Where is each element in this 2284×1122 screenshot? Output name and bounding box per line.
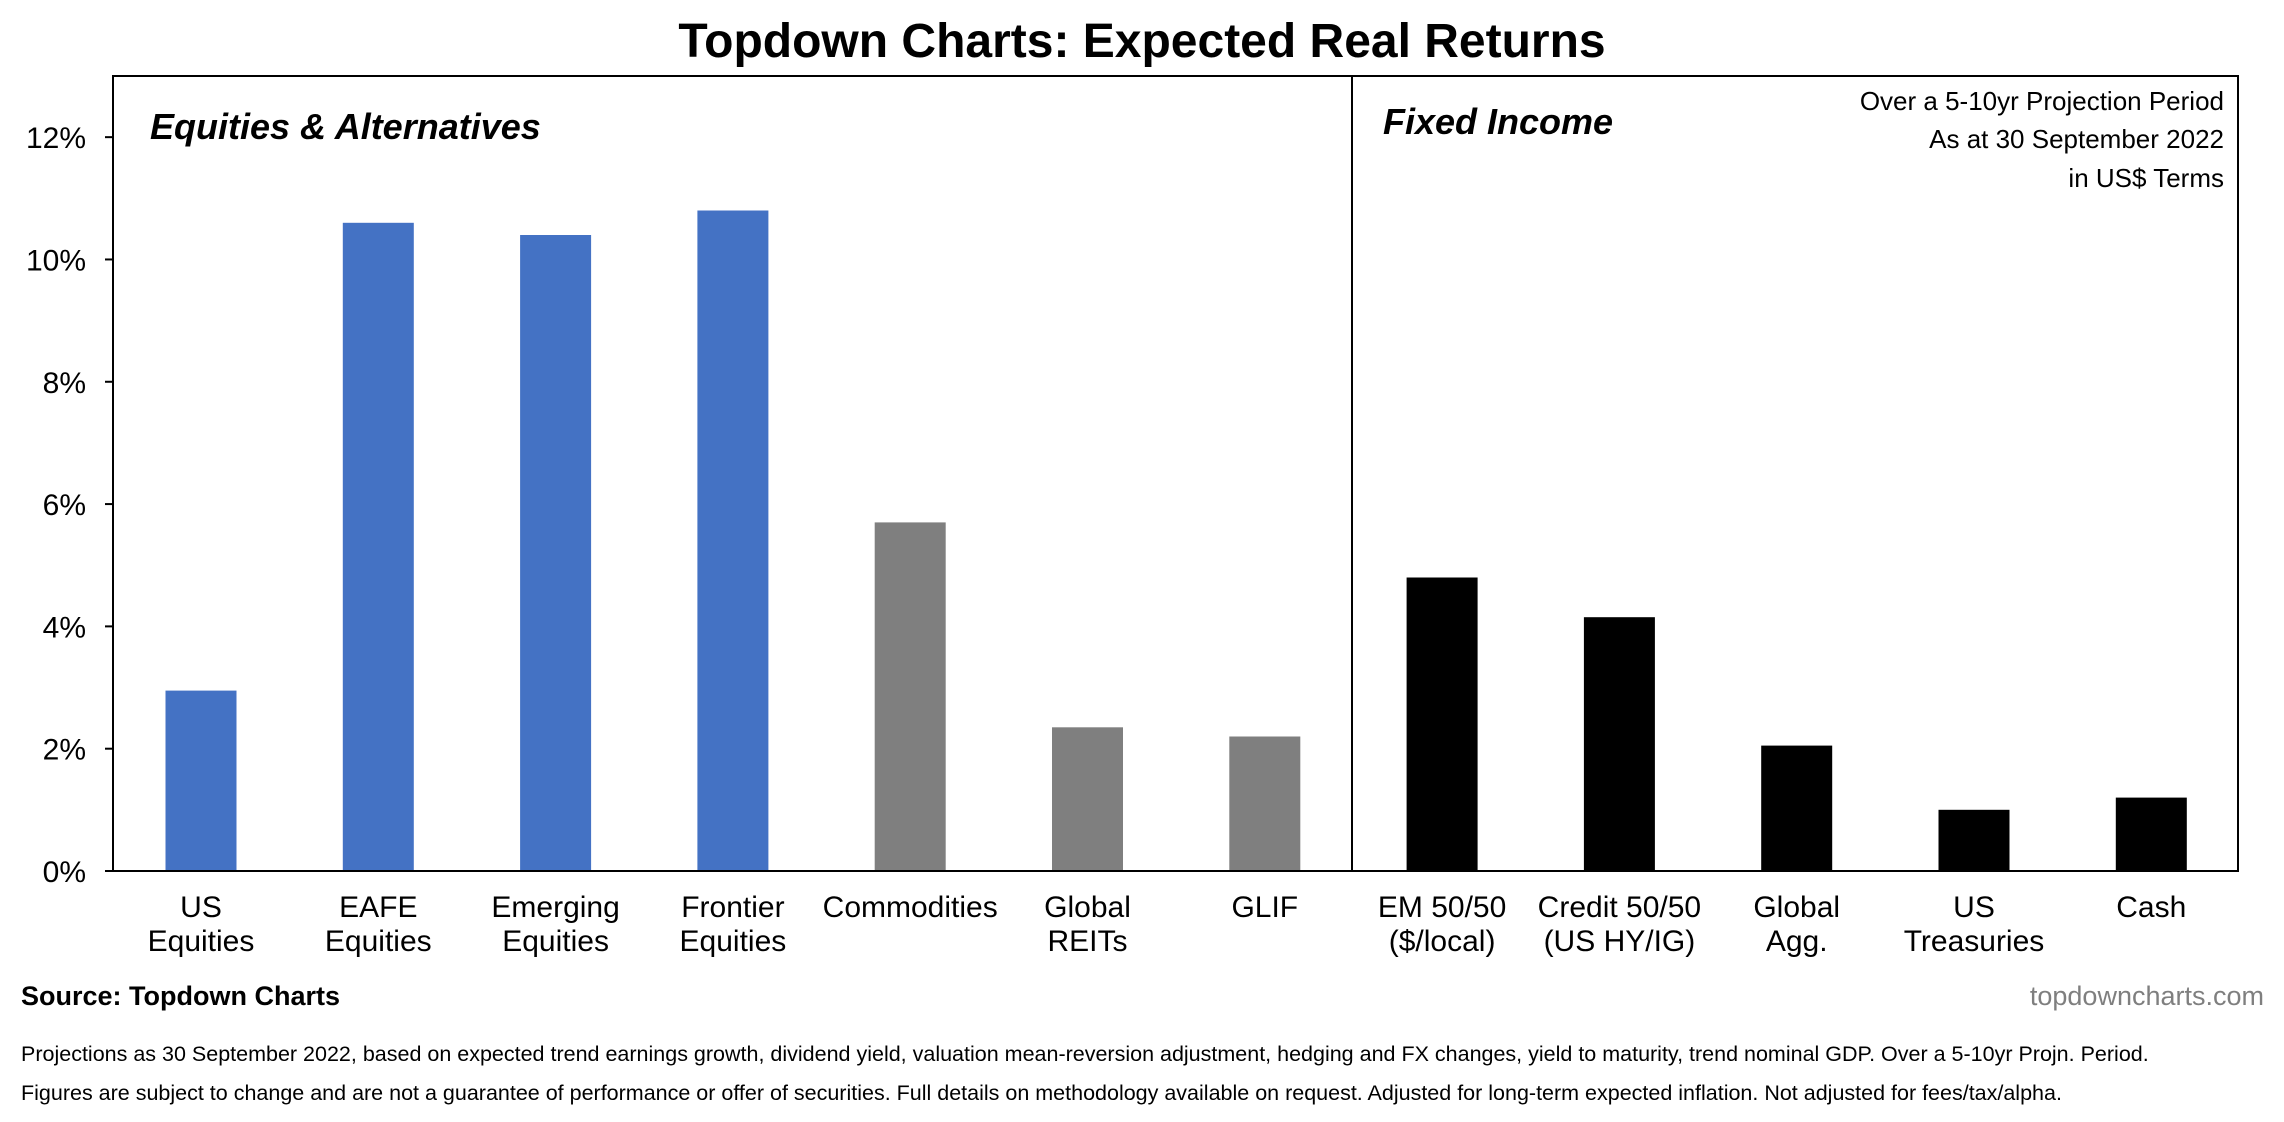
x-tick-label-line: US [1953,891,1995,924]
y-tick-label: 12% [26,122,86,155]
y-tick-label: 6% [43,489,86,522]
page-title: Topdown Charts: Expected Real Returns [678,15,1606,68]
x-tick-label-line: Equities [325,925,432,958]
x-tick-label-line: ($/local) [1389,925,1496,958]
x-tick-label-2: Emerging Equities [491,891,619,958]
y-tick-label: 10% [26,245,86,278]
y-tick-label: 0% [43,856,86,889]
x-tick-label-10: US Treasuries [1904,891,2045,958]
x-tick-label-line: Equities [502,925,609,958]
x-tick-label-line: EAFE [339,891,417,924]
bars-layer [165,210,2187,872]
bar-6 [1229,736,1301,871]
bar-10 [1938,809,2010,871]
footnote-line-1: Projections as 30 September 2022, based … [21,1042,2149,1066]
y-axis: 0% 2% 4% 6% 8% 10% 12% [26,122,113,889]
annotation-line-1: Over a 5-10yr Projection Period [1860,86,2224,116]
x-tick-label-4: Commodities [823,891,998,924]
annotation-line-3: in US$ Terms [2068,163,2224,193]
x-tick-label-5: Global REITs [1044,891,1131,958]
x-tick-label-line: Frontier [681,891,784,924]
x-tick-label-line: Global [1753,891,1840,924]
source-label: Source: Topdown Charts [21,981,341,1011]
x-tick-label-line: Commodities [823,891,998,924]
x-tick-label-line: EM 50/50 [1378,891,1506,924]
y-tick-label: 2% [43,734,86,767]
x-tick-label-line: Equities [680,925,787,958]
bar-7 [1406,577,1478,871]
x-tick-label-line: Global [1044,891,1131,924]
x-tick-label-7: EM 50/50 ($/local) [1378,891,1506,958]
bar-0 [165,690,237,871]
x-tick-label-line: Treasuries [1904,925,2045,958]
x-tick-label-line: US [180,891,222,924]
x-tick-label-line: Emerging [491,891,619,924]
x-tick-label-1: EAFE Equities [325,891,432,958]
website-label: topdowncharts.com [2029,981,2264,1011]
x-tick-label-8: Credit 50/50 (US HY/IG) [1538,891,1701,958]
y-tick-label: 8% [43,367,86,400]
footnote-line-2: Figures are subject to change and are no… [21,1081,2062,1105]
x-tick-label-line: GLIF [1231,891,1298,924]
x-tick-label-line: REITs [1047,925,1127,958]
x-tick-label-line: (US HY/IG) [1544,925,1696,958]
x-tick-label-0: US Equities [148,891,255,958]
x-tick-label-9: Global Agg. [1753,891,1840,958]
x-tick-label-line: Credit 50/50 [1538,891,1701,924]
bar-5 [1052,727,1123,871]
y-tick-label: 4% [43,611,86,644]
x-tick-label-11: Cash [2116,891,2186,924]
x-tick-label-line: Equities [148,925,255,958]
annotation-line-2: As at 30 September 2022 [1929,124,2224,154]
x-tick-label-line: Cash [2116,891,2186,924]
left-panel-title: Equities & Alternatives [150,106,541,147]
x-tick-label-3: Frontier Equities [680,891,787,958]
plot-frame [112,75,2239,872]
bar-4 [874,522,946,871]
bar-2 [520,235,592,871]
bar-11 [2115,797,2187,871]
x-tick-label-6: GLIF [1231,891,1298,924]
bar-1 [342,222,414,872]
x-tick-label-line: Agg. [1766,925,1828,958]
bar-8 [1583,617,1655,871]
right-panel-title: Fixed Income [1383,101,1613,142]
bar-3 [697,210,769,871]
bar-9 [1761,745,1833,871]
